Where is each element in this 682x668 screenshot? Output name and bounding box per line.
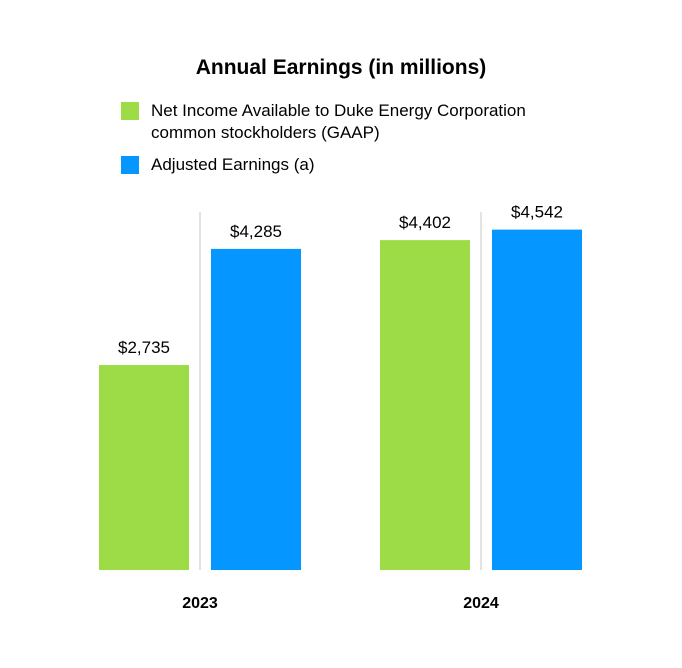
legend-swatch-adjusted-earnings: [121, 156, 139, 174]
legend-label-line-1: Net Income Available to Duke Energy Corp…: [151, 101, 526, 120]
data-label-net-income-2024: $4,402: [399, 213, 451, 232]
legend-item-adjusted-earnings: Adjusted Earnings (a): [121, 154, 621, 176]
chart-title: Annual Earnings (in millions): [195, 56, 487, 79]
legend-label-adjusted: Adjusted Earnings (a): [151, 155, 315, 174]
bar-net-income-2024: [380, 240, 470, 570]
bar-adjusted-2023: [211, 248, 301, 571]
legend: Net Income Available to Duke Energy Corp…: [121, 100, 621, 186]
x-tick-label-2023: 2023: [182, 595, 218, 612]
bar-adjusted-2024: [492, 229, 582, 571]
data-label-adjusted-2024: $4,542: [511, 203, 563, 222]
legend-label-line-2: common stockholders (GAAP): [151, 123, 380, 142]
data-label-net-income-2023: $2,735: [118, 338, 170, 357]
bar-net-income-2023: [99, 365, 189, 570]
legend-swatch-net-income: [121, 102, 139, 120]
data-label-adjusted-2023: $4,285: [230, 222, 282, 241]
x-tick-label-2024: 2024: [463, 595, 499, 612]
legend-item-net-income: Net Income Available to Duke Energy Corp…: [121, 100, 621, 144]
